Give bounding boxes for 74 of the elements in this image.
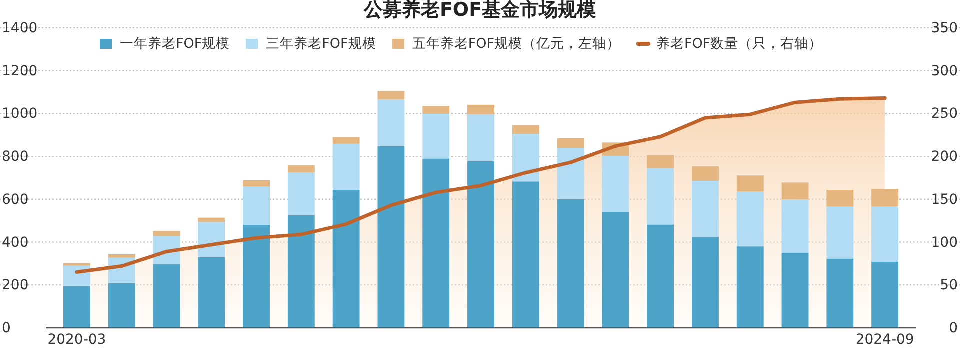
bar [872,206,899,262]
bar [647,168,674,225]
bar [647,155,674,168]
bar [153,264,180,328]
bar [332,137,360,144]
bar [826,206,854,259]
bar [63,286,90,328]
bar [422,158,450,328]
bar [872,262,899,328]
y-tick-label: 1200 [2,63,38,80]
bar [422,106,450,114]
y-tick-label: 0 [2,320,11,336]
y2-tick-label: 0 [949,320,958,336]
bar [198,218,226,222]
bar [468,114,494,162]
bar [198,258,226,328]
bar [557,199,584,328]
bar [288,216,315,328]
bar [378,91,405,100]
bar [782,182,809,200]
bar [288,172,315,216]
y2-tick-label: 150 [931,192,958,208]
x-tick-label: 2020-03 [48,332,106,348]
y-tick-label: 600 [2,192,29,208]
y-tick-label: 1400 [2,20,38,36]
bar [243,180,270,187]
bar [647,224,674,328]
y-tick-label: 200 [2,278,29,294]
y-tick-label: 1000 [2,106,38,122]
legend-label: 五年养老FOF规模（亿元，左轴） [412,36,620,52]
y2-tick-label: 100 [931,234,958,251]
bar [512,125,540,134]
bar [512,182,540,328]
bar [288,165,315,172]
bar [826,190,854,207]
bar [422,114,450,159]
bar [378,146,405,328]
legend-label: 一年养老FOF规模 [120,36,230,52]
bar [736,192,764,247]
bar [243,186,270,225]
legend-label: 三年养老FOF规模 [266,36,376,52]
y2-tick-label: 200 [931,149,958,166]
y2-tick-label: 50 [940,278,958,294]
y-tick-label: 800 [2,149,29,166]
bar [153,231,180,236]
bar [108,254,136,258]
bar [468,104,494,114]
bar [108,283,136,328]
bar [557,138,584,148]
x-tick-label: 2024-09 [856,332,914,348]
bar [692,237,719,328]
bar [692,181,719,238]
bar [736,176,764,192]
bar [468,161,494,328]
bar [557,148,584,200]
bar [782,252,809,328]
bar [872,189,899,207]
bar [782,199,809,253]
y2-tick-label: 250 [931,106,958,122]
y-tick-label: 400 [2,234,29,251]
bar [692,166,719,181]
bar [332,190,360,328]
bar [826,258,854,328]
bar [512,134,540,182]
bar [602,156,630,212]
bar [332,144,360,190]
y2-tick-label: 350 [931,20,958,36]
bar [63,263,90,266]
bar [602,212,630,328]
bar [378,99,405,146]
y2-tick-label: 300 [931,63,958,80]
bar [736,246,764,328]
legend-label: 养老FOF数量（只，右轴） [656,36,823,52]
bar [243,224,270,328]
